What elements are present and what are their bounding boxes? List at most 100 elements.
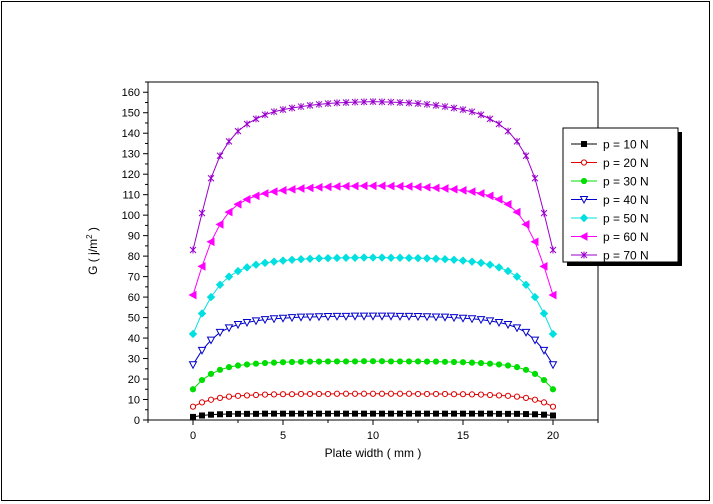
data-point (305, 313, 315, 322)
data-point (531, 396, 539, 403)
data-point (521, 280, 531, 290)
data-point (270, 391, 278, 398)
data-point (244, 410, 250, 417)
data-point (458, 256, 468, 265)
data-point (208, 411, 214, 418)
data-point (386, 312, 396, 321)
data-point (278, 256, 288, 265)
data-point (252, 115, 260, 123)
series-line (192, 185, 554, 296)
data-point (540, 209, 548, 217)
data-point (198, 399, 206, 406)
y-tick-label: 140 (122, 128, 140, 140)
data-point (334, 410, 340, 417)
data-point (487, 410, 493, 417)
data-point (360, 358, 368, 365)
x-tick-label: 5 (280, 430, 286, 442)
data-point (469, 410, 475, 417)
data-point (252, 391, 260, 399)
data-point (521, 328, 531, 337)
y-tick-label: 30 (128, 354, 140, 366)
data-point (351, 358, 359, 365)
data-point (323, 253, 333, 263)
data-point (342, 358, 350, 365)
data-point (467, 315, 477, 324)
data-point (297, 103, 305, 111)
data-point (432, 390, 440, 398)
data-point (359, 253, 369, 262)
y-tick-label: 150 (122, 108, 140, 120)
data-point (513, 364, 521, 371)
data-point (243, 120, 251, 128)
data-point (459, 106, 467, 114)
data-point (224, 207, 233, 217)
legend-label: p = 70 N (603, 249, 649, 263)
data-point (494, 263, 504, 272)
data-point (333, 390, 341, 397)
data-point (513, 137, 521, 145)
data-point (269, 187, 278, 196)
data-point (449, 185, 458, 194)
data-point (297, 358, 305, 365)
data-point (442, 410, 448, 417)
data-point (451, 410, 457, 417)
data-point (522, 152, 530, 160)
data-point (476, 189, 485, 198)
data-point (467, 257, 477, 266)
data-point (539, 346, 549, 355)
y-tick-label: 20 (128, 374, 140, 386)
data-point (503, 321, 513, 330)
data-point (314, 254, 324, 263)
data-point (395, 181, 404, 191)
data-point (441, 103, 449, 111)
data-point (450, 391, 458, 398)
data-point (315, 100, 323, 108)
data-point (350, 253, 360, 262)
data-point (315, 390, 323, 398)
y-tick-label: 50 (128, 313, 140, 325)
legend-label: p = 60 N (603, 230, 649, 244)
y-tick-label: 0 (134, 415, 140, 427)
data-point (370, 410, 376, 417)
data-point (494, 195, 503, 204)
data-point (316, 410, 322, 417)
data-point (397, 410, 403, 417)
data-point (279, 391, 287, 398)
data-point (306, 101, 314, 109)
data-point (485, 317, 495, 326)
data-point (341, 253, 351, 262)
data-point (252, 360, 260, 367)
data-point (468, 391, 476, 398)
data-point (513, 393, 521, 400)
y-tick-label: 90 (128, 231, 140, 243)
data-point (305, 183, 314, 193)
data-point (189, 246, 197, 254)
data-point (278, 186, 287, 195)
data-point (413, 253, 423, 263)
data-point (206, 292, 216, 302)
y-tick-label: 160 (122, 87, 140, 99)
legend-label: p = 20 N (603, 156, 649, 170)
data-point (207, 396, 215, 403)
tick-marks (143, 81, 599, 425)
data-point (279, 106, 287, 114)
legend-entry: p = 70 N (571, 249, 649, 263)
series-7 (189, 98, 557, 254)
data-point (368, 181, 377, 191)
data-point (503, 199, 512, 209)
data-point (197, 309, 207, 318)
y-tick-label: 60 (128, 292, 140, 304)
data-point (548, 329, 558, 339)
data-point (197, 262, 206, 271)
data-point (514, 410, 520, 417)
data-point (485, 191, 494, 201)
data-point (540, 376, 548, 384)
y-tick-label: 110 (122, 190, 140, 202)
data-point (423, 358, 431, 365)
data-point (476, 316, 486, 325)
y-tick-label: 130 (122, 149, 140, 161)
data-point (332, 253, 342, 263)
data-point (539, 262, 548, 271)
data-point (198, 209, 206, 217)
data-point (550, 412, 556, 419)
